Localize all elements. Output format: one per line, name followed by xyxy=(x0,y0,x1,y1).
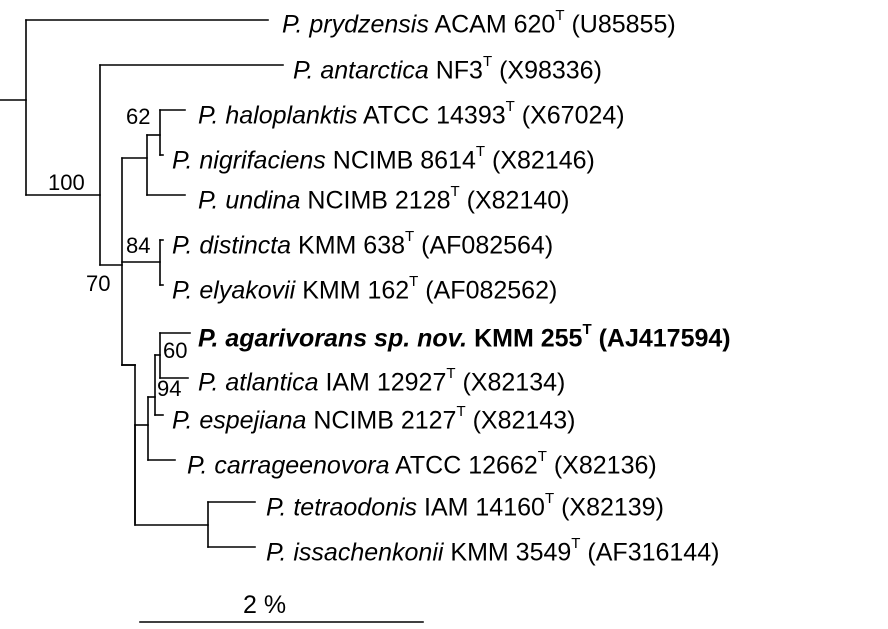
species: atlantica xyxy=(225,368,319,397)
species: tetraodonis xyxy=(293,493,418,522)
accession: (X98336) xyxy=(499,56,602,85)
type-marker: T xyxy=(409,273,419,290)
strain: KMM 162 xyxy=(302,276,410,305)
leaf-espejiana: P. espejiana NCIMB 2127T (X82143) xyxy=(172,400,575,435)
type-marker: T xyxy=(475,143,486,160)
accession: (X82140) xyxy=(466,186,570,215)
bootstrap-94: 94 xyxy=(157,376,182,401)
accession: (X67024) xyxy=(521,101,625,130)
strain: ATCC 14393 xyxy=(362,101,506,130)
type-marker: T xyxy=(482,53,493,70)
leaf-elyakovii: P. elyakovii KMM 162T (AF082562) xyxy=(172,270,557,305)
accession: (X82139) xyxy=(561,493,664,522)
leaf-undina: P. undina NCIMB 2128T (X82140) xyxy=(198,180,570,215)
species: espejiana xyxy=(199,406,307,435)
leaf-distincta: P. distincta KMM 638T (AF082564) xyxy=(172,225,553,260)
type-marker: T xyxy=(544,490,555,507)
type-marker: T xyxy=(505,98,515,115)
accession: (X82134) xyxy=(462,368,566,397)
leaf-tetraodonis: P. tetraodonis IAM 14160T (X82139) xyxy=(266,487,664,522)
type-marker: T xyxy=(446,365,456,382)
type-marker: T xyxy=(571,535,581,552)
strain: NCIMB 2128 xyxy=(307,186,451,215)
genus: P. xyxy=(293,56,314,85)
accession: (AJ417594) xyxy=(598,324,731,353)
type-marker: T xyxy=(537,448,547,465)
species: agarivorans sp. nov. xyxy=(225,324,468,353)
leaf-carrageenovora: P. carrageenovora ATCC 12662T (X82136) xyxy=(187,445,657,480)
strain: KMM 638 xyxy=(298,231,406,260)
genus: P. xyxy=(172,146,193,175)
species: prydzensis xyxy=(309,10,429,39)
bootstrap-60: 60 xyxy=(163,338,188,363)
strain: ATCC 12662 xyxy=(395,451,538,480)
type-marker: T xyxy=(456,403,466,420)
strain: NCIMB 2127 xyxy=(313,406,457,435)
accession: (AF082564) xyxy=(421,231,554,260)
genus: P. xyxy=(266,538,287,567)
type-marker: T xyxy=(582,321,592,338)
genus: P. xyxy=(198,101,219,130)
genus: P. xyxy=(187,451,208,480)
genus: P. xyxy=(172,406,193,435)
species: nigrifaciens xyxy=(199,146,326,175)
type-marker: T xyxy=(405,228,415,245)
species: haloplanktis xyxy=(225,101,358,130)
leaf-atlantica: P. atlantica IAM 12927T (X82134) xyxy=(198,362,565,397)
genus: P. xyxy=(198,368,219,397)
scale-bar-label: 2 % xyxy=(243,591,287,619)
species: distincta xyxy=(199,231,292,260)
genus: P. xyxy=(172,231,193,260)
leaf-issachenkonii: P. issachenkonii KMM 3549T (AF316144) xyxy=(266,532,719,567)
accession: (X82136) xyxy=(553,451,657,480)
bootstrap-84: 84 xyxy=(126,233,151,258)
species: elyakovii xyxy=(199,276,296,305)
species: issachenkonii xyxy=(293,538,444,567)
bootstrap-62: 62 xyxy=(126,104,151,129)
species: undina xyxy=(225,186,301,215)
strain: KMM 3549 xyxy=(450,538,572,567)
strain: KMM 255 xyxy=(474,324,583,353)
accession: (AF316144) xyxy=(587,538,720,567)
species: antarctica xyxy=(320,56,429,85)
genus: P. xyxy=(198,186,219,215)
genus: P. xyxy=(282,10,303,39)
strain: NCIMB 8614 xyxy=(332,146,476,175)
species: carrageenovora xyxy=(214,451,390,480)
accession: (AF082562) xyxy=(425,276,558,305)
genus: P. xyxy=(266,493,287,522)
bootstrap-100: 100 xyxy=(48,170,85,195)
accession: (X82143) xyxy=(472,406,576,435)
type-marker: T xyxy=(555,7,565,24)
leaf-haloplanktis: P. haloplanktis ATCC 14393T (X67024) xyxy=(198,95,625,130)
strain: IAM 12927 xyxy=(325,368,447,397)
strain: NF3 xyxy=(435,56,483,85)
leaf-nigrifaciens: P. nigrifaciens NCIMB 8614T (X82146) xyxy=(172,140,595,175)
leaf-prydzensis: P. prydzensis ACAM 620T (U85855) xyxy=(282,4,676,39)
genus: P. xyxy=(172,276,193,305)
strain: ACAM 620 xyxy=(434,10,556,39)
genus: P. xyxy=(198,324,219,353)
accession: (X82146) xyxy=(492,146,595,175)
strain: IAM 14160 xyxy=(424,493,545,522)
type-marker: T xyxy=(450,183,460,200)
accession: (U85855) xyxy=(571,10,676,39)
leaf-antarctica: P. antarctica NF3T (X98336) xyxy=(293,50,602,85)
leaf-agarivorans: P. agarivorans sp. nov. KMM 255T (AJ4175… xyxy=(198,318,731,353)
bootstrap-70: 70 xyxy=(86,271,111,296)
